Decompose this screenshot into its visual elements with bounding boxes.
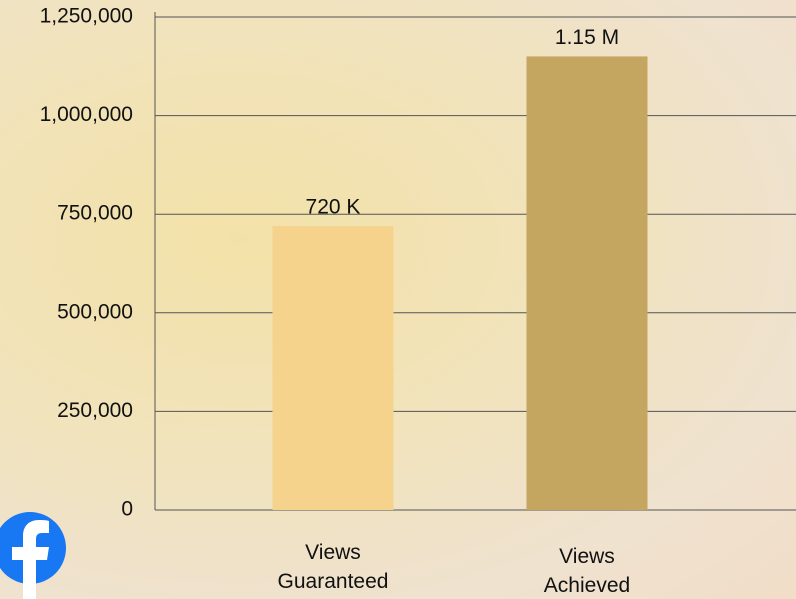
value-label: 1.15 M <box>555 26 619 49</box>
y-tick-label: 1,000,000 <box>40 103 133 126</box>
facebook-icon <box>0 512 66 599</box>
y-tick-label: 250,000 <box>57 399 133 422</box>
bar <box>527 56 648 510</box>
x-tick-label: Views Guaranteed <box>258 538 408 596</box>
x-tick-label: Views Achieved <box>512 542 662 599</box>
bar <box>273 226 394 510</box>
y-tick-label: 500,000 <box>57 300 133 323</box>
value-label: 720 K <box>306 196 361 219</box>
y-tick-label: 0 <box>121 498 133 521</box>
chart: 0 250,000 500,000 750,000 1,000,000 1,250,000… <box>0 0 796 599</box>
chart-page: 0 250,000 500,000 750,000 1,000,000 1,250,000… <box>0 0 796 599</box>
y-tick-label: 750,000 <box>57 202 133 225</box>
y-tick-label: 1,250,000 <box>40 5 133 28</box>
